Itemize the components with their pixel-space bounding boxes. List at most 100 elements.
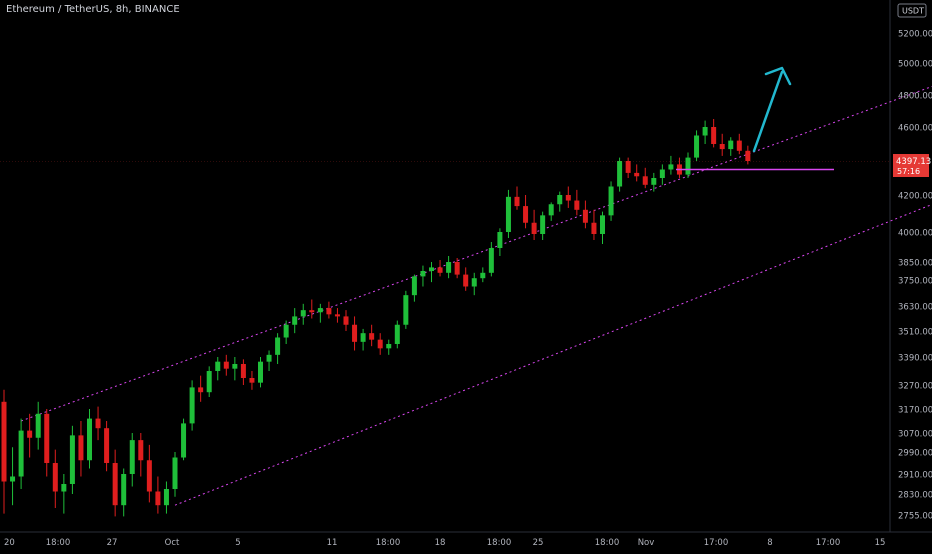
- last-price-label: 4397.13: [896, 157, 931, 167]
- candle-body: [702, 127, 708, 136]
- price-axis-label: 3270.00: [898, 382, 932, 392]
- candle-body: [608, 186, 614, 216]
- candle-body: [437, 267, 443, 273]
- candle-body: [215, 361, 221, 371]
- candle-body: [488, 248, 494, 273]
- candle-body: [258, 361, 263, 383]
- price-axis-label: 2990.00: [898, 449, 932, 459]
- candle-body: [557, 195, 563, 205]
- candle-body: [736, 140, 742, 151]
- candle-body: [531, 222, 537, 234]
- candle-body: [198, 387, 204, 393]
- time-axis-label: Oct: [165, 538, 180, 548]
- time-axis-label: 25: [533, 538, 544, 548]
- price-axis-label: 4600.00: [898, 124, 932, 134]
- candle-body: [685, 157, 691, 175]
- candle-body: [1, 401, 7, 482]
- candle-body: [121, 474, 127, 506]
- price-axis-label: 4200.00: [898, 192, 932, 202]
- price-axis-label: 3850.00: [898, 259, 932, 269]
- candle-body: [309, 310, 315, 313]
- candle-body: [35, 413, 41, 438]
- candle-body: [420, 271, 426, 277]
- chart-title: Ethereum / TetherUS, 8h, BINANCE: [6, 4, 180, 15]
- price-axis-label: 3630.00: [898, 303, 932, 313]
- price-axis-label: 2910.00: [898, 471, 932, 481]
- candle-body: [694, 135, 700, 158]
- candle-body: [728, 140, 734, 150]
- time-axis-label: 18:00: [46, 538, 71, 548]
- candle-body: [181, 423, 187, 458]
- candle-body: [69, 435, 75, 484]
- candle-body: [454, 262, 460, 275]
- candle-body: [540, 215, 546, 234]
- currency-badge-label: USDT: [902, 7, 924, 16]
- candle-body: [548, 204, 554, 216]
- channel-lower-line: [174, 203, 932, 506]
- candle-body: [18, 430, 24, 477]
- price-axis-label: 2755.00: [898, 512, 932, 522]
- time-axis-label: 5: [235, 538, 240, 548]
- candle-body: [634, 172, 640, 177]
- candle-body: [446, 262, 452, 273]
- time-axis-label: 18:00: [376, 538, 401, 548]
- candle-body: [480, 272, 486, 279]
- candle-body: [87, 418, 92, 461]
- candle-body: [574, 200, 580, 210]
- candle-body: [505, 196, 511, 232]
- candle-body: [523, 206, 529, 223]
- candle-body: [78, 435, 84, 461]
- candle-body: [292, 316, 298, 325]
- candle-body: [52, 463, 58, 492]
- currency-badge: [897, 3, 927, 18]
- candle-body: [600, 215, 605, 234]
- price-axis-label: 5000.00: [898, 60, 932, 70]
- candle-body: [334, 314, 340, 317]
- candle-body: [668, 164, 674, 170]
- candle-body: [463, 274, 469, 287]
- candle-body: [138, 440, 144, 461]
- price-axis-label: 4800.00: [898, 92, 932, 102]
- price-axis-label: 3750.00: [898, 277, 932, 287]
- candle-body: [394, 324, 400, 344]
- candle-body: [172, 457, 178, 489]
- candle-body: [591, 222, 597, 234]
- candle-body: [249, 378, 255, 383]
- candle-body: [275, 337, 281, 355]
- candle-body: [343, 316, 349, 325]
- time-axis-label: 17:00: [704, 538, 729, 548]
- time-axis-label: 20: [4, 538, 15, 548]
- candle-body: [352, 324, 358, 342]
- candle-body: [565, 195, 571, 201]
- candle-body: [719, 144, 725, 150]
- candle-body: [651, 178, 657, 185]
- projection-arrow-shaft: [752, 70, 784, 153]
- candle-body: [163, 489, 169, 506]
- channel-upper-line: [20, 85, 932, 422]
- candle-body: [386, 344, 392, 349]
- time-axis-label: 27: [107, 538, 118, 548]
- candle-body: [146, 460, 152, 492]
- time-axis-label: 18:00: [595, 538, 620, 548]
- time-axis-label: 18: [435, 538, 446, 548]
- candle-body: [300, 310, 306, 317]
- time-axis-label: 8: [767, 538, 772, 548]
- price-axis-label: 2830.00: [898, 491, 932, 501]
- candle-body: [377, 339, 383, 349]
- candle-body: [582, 209, 588, 223]
- candle-body: [266, 354, 272, 362]
- time-axis-label: Nov: [638, 538, 655, 548]
- time-axis-label: 18:00: [487, 538, 512, 548]
- price-axis-label: 3390.00: [898, 354, 932, 364]
- last-price-countdown: 57:16: [897, 167, 920, 176]
- candle-body: [411, 276, 417, 296]
- price-axis-label: 3070.00: [898, 430, 932, 440]
- candle-body: [514, 196, 520, 207]
- candle-body: [642, 176, 648, 185]
- candle-body: [232, 364, 238, 369]
- candle-body: [61, 484, 67, 492]
- candle-body: [369, 333, 375, 340]
- candle-body: [44, 413, 50, 463]
